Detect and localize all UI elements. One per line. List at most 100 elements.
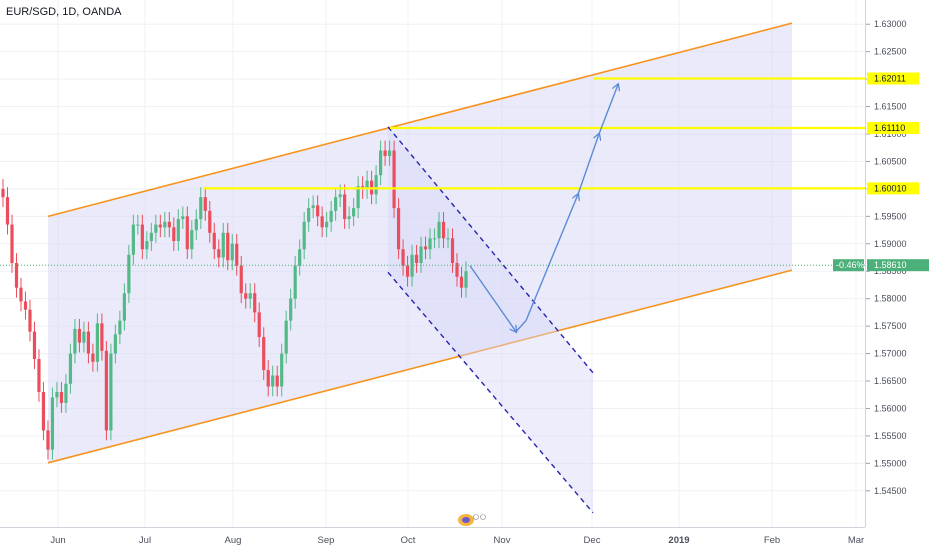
y-tick-label: 1.61000 — [874, 129, 907, 139]
candle-body — [158, 224, 162, 228]
price-axis[interactable]: 1.630001.625001.620001.615001.610001.605… — [865, 0, 932, 527]
level-label: 1.61110 — [874, 123, 905, 133]
candle-body — [86, 331, 91, 354]
x-tick-label: Jun — [50, 535, 65, 546]
y-tick-label: 1.54500 — [874, 486, 907, 496]
level-label-bg — [867, 182, 919, 195]
candle-body — [347, 216, 351, 220]
candle-body — [68, 353, 73, 384]
candle-body — [311, 205, 315, 209]
candle-body — [338, 194, 342, 198]
current-price-label: 1.58610 — [874, 260, 907, 270]
x-tick-label: Mar — [848, 535, 864, 546]
channel-upper-line — [47, 22, 793, 218]
projection-arrow — [525, 194, 578, 321]
y-tick-label: 1.58000 — [874, 294, 907, 304]
candle-body — [190, 230, 194, 250]
y-tick-label: 1.55500 — [874, 431, 907, 441]
candle-body — [410, 254, 414, 277]
candle-body — [459, 276, 464, 288]
projection-arrow — [515, 320, 527, 333]
y-tick-label: 1.58500 — [874, 266, 907, 276]
candle-body — [5, 197, 10, 225]
candle-body — [199, 197, 203, 220]
candle-body — [437, 221, 441, 239]
x-tick-label: Nov — [494, 535, 511, 546]
candle-body — [50, 397, 55, 450]
channel-lower-line — [47, 269, 793, 464]
candle-body — [257, 312, 261, 338]
x-tick-label: Oct — [401, 535, 416, 546]
candle-body — [59, 391, 64, 403]
candle-body — [374, 175, 378, 195]
candle-body — [226, 232, 230, 261]
candle-body — [91, 353, 95, 362]
x-tick-label: Feb — [764, 535, 780, 546]
candle-body — [185, 216, 189, 250]
candle-body — [203, 197, 207, 211]
candle-body — [298, 249, 302, 266]
x-tick-label: Sep — [318, 535, 335, 546]
candle-body — [136, 224, 140, 226]
candle-body — [455, 263, 459, 277]
tradingview-logo-icon — [458, 514, 486, 526]
candle-body — [414, 254, 419, 263]
candle-body — [113, 334, 117, 354]
time-axis[interactable]: Jun Jul Aug Sep Oct Nov Dec 2019 Feb Mar — [0, 527, 865, 551]
candle-body — [356, 186, 360, 209]
candle-body — [163, 221, 167, 228]
y-tick-label: 1.60500 — [874, 156, 907, 166]
candle-body — [230, 243, 234, 261]
candle-body — [118, 320, 122, 335]
candle-body — [167, 221, 171, 228]
y-tick-label: 1.61500 — [874, 102, 907, 112]
channel-fill — [48, 23, 792, 463]
x-tick-label: 2019 — [668, 535, 689, 546]
candle-body — [239, 265, 243, 294]
candle-body — [1, 188, 5, 198]
candle-body — [262, 337, 266, 371]
level-label: 1.60010 — [874, 183, 907, 193]
candle-body — [235, 243, 239, 266]
candle-body — [32, 331, 37, 360]
candle-body — [302, 221, 306, 250]
candle-body — [266, 370, 270, 387]
candle-body — [149, 232, 153, 242]
candle-body — [244, 293, 248, 299]
y-tick-label: 1.55000 — [874, 458, 907, 468]
x-tick-label: Jul — [139, 535, 151, 546]
candle-body — [41, 391, 46, 431]
candle-body — [432, 238, 437, 240]
candle-body — [127, 254, 131, 294]
candle-body — [280, 353, 284, 387]
y-tick-label: 1.57000 — [874, 349, 907, 359]
candle-body — [307, 208, 311, 222]
candle-body — [464, 271, 468, 288]
level-label: 1.62011 — [874, 74, 906, 84]
candle-body — [131, 224, 135, 255]
candle-body — [329, 210, 333, 222]
candle-body — [343, 194, 347, 220]
candle-body — [55, 391, 59, 398]
candle-body — [194, 219, 198, 231]
candle-body — [320, 216, 324, 228]
projection-arrow — [469, 265, 516, 332]
candle-body — [423, 246, 428, 250]
candle-body — [387, 150, 392, 156]
candle-body — [446, 238, 450, 240]
candle-body — [221, 232, 225, 258]
candle-body — [23, 301, 28, 310]
candle-body — [109, 353, 113, 431]
plot-area[interactable]: -0.46% — [0, 0, 865, 527]
candle-body — [441, 221, 446, 239]
candle-body — [419, 246, 423, 263]
candle-body — [428, 238, 432, 250]
candle-body — [217, 249, 221, 258]
candle-body — [140, 224, 144, 250]
price-change-label: -0.46% — [836, 260, 865, 270]
candle-body — [293, 265, 297, 299]
level-label-bg — [867, 121, 919, 134]
candle-body — [405, 265, 410, 277]
candle-body — [450, 238, 455, 263]
